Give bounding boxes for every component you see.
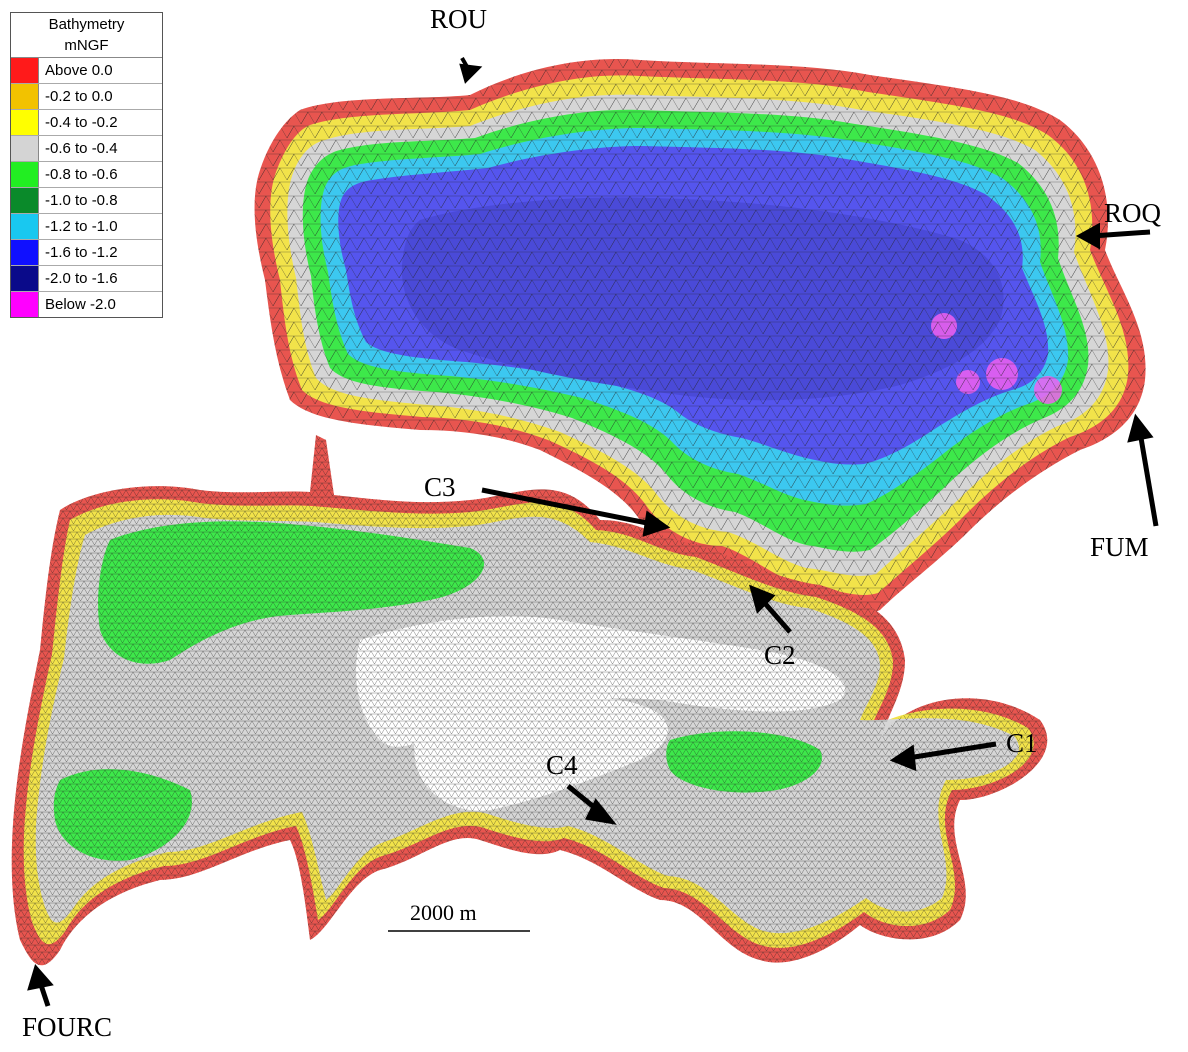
arrow-c3	[481, 487, 653, 527]
legend-label: Below -2.0	[45, 296, 116, 313]
legend-entry: Below -2.0	[11, 292, 162, 317]
legend-entry: -1.2 to -1.0	[11, 214, 162, 240]
arrow-rou-head	[459, 63, 483, 84]
site-label-c4: C4	[546, 750, 578, 780]
legend-label: Above 0.0	[45, 62, 113, 79]
arrow-c1-head	[889, 744, 917, 772]
legend-label: -0.2 to 0.0	[45, 88, 113, 105]
legend-title: Bathymetry mNGF	[11, 13, 162, 58]
legend-label: -1.2 to -1.0	[45, 218, 118, 235]
arrow-c1	[907, 741, 997, 761]
legend-entry: Above 0.0	[11, 58, 162, 84]
legend-title-line2: mNGF	[64, 37, 109, 54]
legend-label: -0.6 to -0.4	[45, 140, 118, 157]
arrow-fourc-head	[27, 963, 54, 991]
site-label-c2: C2	[764, 640, 796, 670]
legend-entry: -0.6 to -0.4	[11, 136, 162, 162]
legend-label: -1.6 to -1.2	[45, 244, 118, 261]
scale-bar-label: 2000 m	[410, 900, 477, 925]
legend-entry: -1.6 to -1.2	[11, 240, 162, 266]
site-label-c1: C1	[1006, 728, 1038, 758]
legend-swatch	[11, 84, 39, 109]
basin-mesh	[11, 435, 1048, 966]
legend-swatch	[11, 266, 39, 291]
legend: Bathymetry mNGF Above 0.0 -0.2 to 0.0 -0…	[10, 12, 163, 318]
legend-swatch	[11, 136, 39, 161]
arrow-c3-head	[642, 510, 671, 537]
site-label-fum: FUM	[1090, 532, 1149, 562]
arrow-fum	[1137, 431, 1159, 527]
legend-label: -0.8 to -0.6	[45, 166, 118, 183]
legend-swatch	[11, 292, 39, 317]
site-label-fourc: FOURC	[22, 1012, 113, 1042]
lagoon-mesh	[254, 59, 1146, 613]
legend-swatch	[11, 162, 39, 187]
site-label-roq: ROQ	[1104, 198, 1162, 228]
legend-swatch	[11, 110, 39, 135]
arrow-c4-head	[585, 798, 617, 825]
legend-swatch	[11, 188, 39, 213]
northern-lagoon	[254, 59, 1146, 613]
site-arrows	[27, 57, 1159, 1007]
legend-entry: -0.8 to -0.6	[11, 162, 162, 188]
legend-swatch	[11, 58, 39, 83]
arrow-c2-head	[749, 584, 776, 614]
legend-entry: -0.2 to 0.0	[11, 84, 162, 110]
legend-label: -1.0 to -0.8	[45, 192, 118, 209]
southern-basin	[11, 435, 1048, 966]
arrow-fum-head	[1127, 413, 1154, 443]
legend-swatch	[11, 214, 39, 239]
legend-label: -0.4 to -0.2	[45, 114, 118, 131]
arrow-c2	[760, 598, 792, 634]
arrow-roq	[1091, 229, 1151, 239]
site-label-rou: ROU	[430, 4, 488, 34]
site-label-c3: C3	[424, 472, 456, 502]
arrow-roq-head	[1075, 222, 1100, 250]
legend-swatch	[11, 240, 39, 265]
legend-label: -2.0 to -1.6	[45, 270, 118, 287]
legend-title-line1: Bathymetry	[48, 16, 125, 33]
legend-entry: -1.0 to -0.8	[11, 188, 162, 214]
legend-entry: -0.4 to -0.2	[11, 110, 162, 136]
legend-entry: -2.0 to -1.6	[11, 266, 162, 292]
